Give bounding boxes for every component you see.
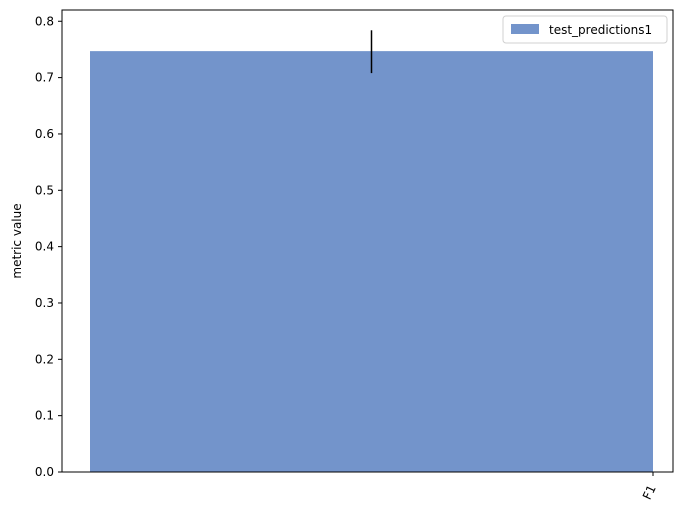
- x-axis: F1: [640, 472, 659, 502]
- y-axis: 0.0 0.1 0.2 0.3 0.4 0.5 0.6 0.7 0.8: [35, 14, 62, 479]
- bar-f1: [90, 51, 653, 472]
- bars-group: [90, 51, 653, 472]
- y-tick-label: 0.4: [35, 240, 54, 254]
- y-tick-label: 0.0: [35, 465, 54, 479]
- legend-box: [502, 15, 668, 44]
- legend-entry-label: test_predictions1: [549, 23, 652, 37]
- y-tick-label: 0.2: [35, 352, 54, 366]
- y-axis-label: metric value: [10, 203, 24, 278]
- plot-area: [61, 9, 674, 473]
- y-tick-label: 0.7: [35, 71, 54, 85]
- y-tick-label: 0.3: [35, 296, 54, 310]
- y-tick-label: 0.8: [35, 14, 54, 28]
- legend-swatch: [511, 24, 539, 34]
- y-tick-label: 0.6: [35, 127, 54, 141]
- legend: test_predictions1: [502, 15, 668, 44]
- x-tick-label: F1: [640, 483, 659, 502]
- y-tick-label: 0.5: [35, 183, 54, 197]
- y-tick-label: 0.1: [35, 409, 54, 423]
- plot-frame: [61, 9, 674, 473]
